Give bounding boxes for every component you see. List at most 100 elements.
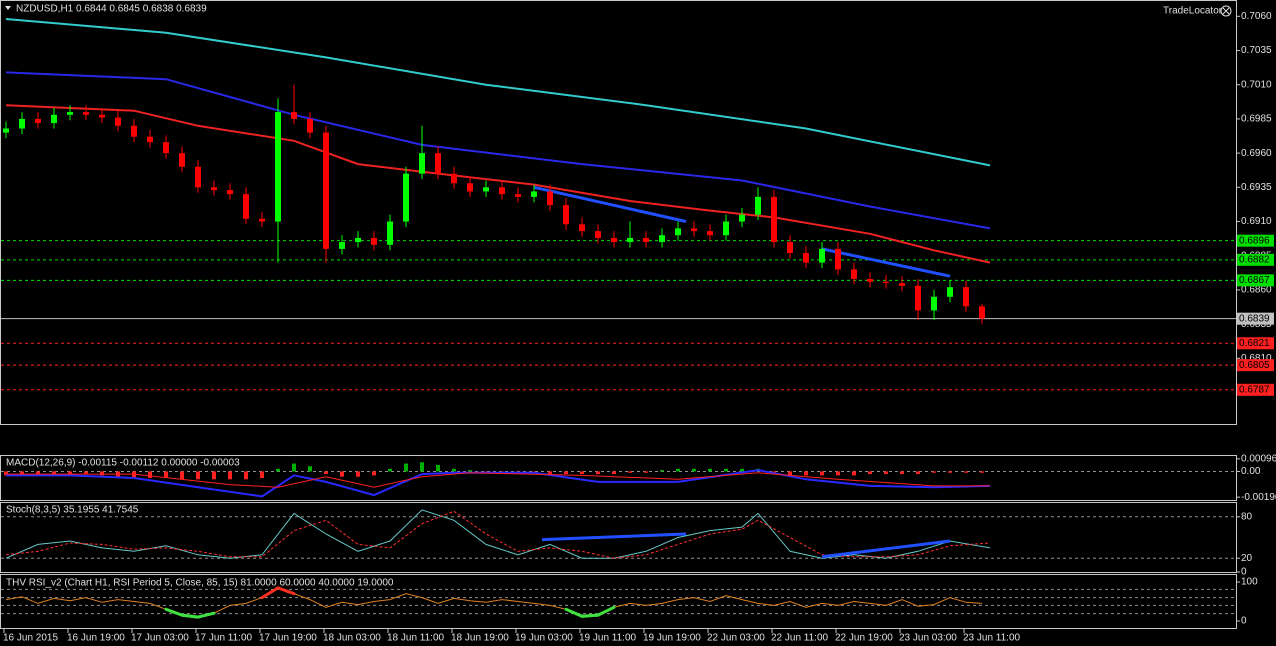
y-tick-label: 0.7060	[1241, 11, 1272, 22]
histogram-bar	[388, 468, 392, 472]
price-level-label: 0.6787	[1239, 384, 1270, 395]
y-tick-label: 100	[1241, 577, 1258, 588]
histogram-bar	[20, 471, 24, 476]
histogram-bar	[324, 471, 328, 475]
x-tick-label: 16 Jun 19:00	[67, 633, 125, 644]
x-tick-label: 17 Jun 03:00	[131, 633, 189, 644]
brand-icon[interactable]	[1220, 5, 1232, 17]
indicator-line	[6, 469, 991, 498]
candle-body	[979, 306, 985, 319]
y-tick-label: 0.7035	[1241, 45, 1272, 56]
menu-arrow[interactable]	[5, 6, 11, 10]
candle-body	[3, 128, 9, 133]
histogram-bar	[308, 466, 312, 472]
candle-body	[195, 166, 201, 188]
brand: TradeLocator	[1163, 6, 1223, 17]
histogram-bar	[852, 471, 856, 476]
histogram-bar	[980, 471, 984, 473]
y-tick-label: 0.6810	[1241, 353, 1272, 364]
price-level-box	[1237, 253, 1274, 266]
price-level-label: 0.6821	[1239, 338, 1270, 349]
candle-body	[323, 132, 329, 249]
candle-body	[227, 190, 233, 195]
y-tick-label: 0.6935	[1241, 182, 1272, 193]
price-level-box	[1237, 274, 1274, 287]
histogram-bar	[148, 471, 152, 478]
candle-body	[419, 153, 425, 174]
candle-body	[307, 118, 313, 133]
candle-body	[259, 218, 265, 222]
histogram-bar	[164, 471, 168, 478]
candle-body	[563, 205, 569, 225]
candle-body	[835, 248, 841, 270]
histogram-bar	[596, 471, 600, 475]
candle-body	[691, 228, 697, 232]
histogram-bar	[868, 471, 872, 475]
candle-body	[515, 194, 521, 197]
candle-body	[707, 231, 713, 236]
candle-body	[131, 125, 137, 137]
candle-body	[931, 296, 937, 311]
price-level-box	[1237, 234, 1274, 247]
candle-body	[435, 153, 441, 174]
candle-body	[467, 183, 473, 192]
x-tick-label: 19 Jun 03:00	[515, 633, 573, 644]
histogram-bar	[260, 471, 264, 478]
candle-body	[915, 285, 921, 311]
histogram-bar	[436, 464, 440, 472]
frame	[0, 0, 1237, 629]
indicator-line	[5, 510, 991, 559]
indicator-line	[5, 509, 991, 559]
histogram-bar	[900, 471, 904, 475]
oversold-highlight	[180, 611, 216, 619]
histogram-bar	[724, 468, 728, 472]
histogram-bar	[340, 471, 344, 477]
candle-body	[483, 187, 489, 192]
indicator-line	[6, 472, 990, 488]
candle-body	[179, 153, 185, 167]
x-tick-label: 23 Jun 11:00	[963, 633, 1021, 644]
rsi-title: THV RSI_v2 (Chart H1, RSI Period 5, Clos…	[6, 578, 394, 589]
histogram-bar	[52, 471, 56, 475]
price-level-label: 0.6882	[1239, 254, 1270, 265]
histogram-bar	[276, 468, 280, 472]
indicator-line	[821, 247, 951, 278]
histogram-bar	[180, 471, 184, 480]
brand-icon-cross	[1222, 7, 1230, 15]
histogram-bar	[964, 471, 968, 473]
candle-body	[819, 248, 825, 263]
histogram-bar	[884, 471, 888, 475]
candle-body	[387, 221, 393, 245]
histogram-bar	[548, 471, 552, 475]
candle-body	[803, 252, 809, 263]
y-tick-label: 0.6860	[1241, 285, 1272, 296]
histogram-bar	[244, 471, 248, 480]
price-level-box	[1237, 312, 1274, 325]
histogram-bar	[564, 471, 568, 475]
x-tick-label: 22 Jun 03:00	[707, 633, 765, 644]
candle-body	[275, 112, 281, 222]
price-level-box	[1237, 359, 1274, 372]
histogram-bar	[644, 471, 648, 473]
histogram-bar	[420, 462, 424, 472]
histogram-bar	[404, 463, 408, 472]
candle-body	[499, 187, 505, 195]
candle-body	[851, 269, 857, 279]
stoch-panel-frame	[0, 502, 1237, 573]
x-tick-label: 22 Jun 11:00	[771, 633, 829, 644]
histogram-bar	[196, 471, 200, 480]
y-tick-label: 0	[1241, 567, 1247, 578]
candle-body	[99, 114, 105, 118]
histogram-bar	[292, 463, 296, 472]
price-level-box	[1237, 383, 1274, 396]
histogram-bar	[692, 468, 696, 472]
y-tick-label: 0	[1241, 616, 1247, 627]
candle-body	[739, 214, 745, 222]
candle-body	[755, 196, 761, 215]
candle-body	[291, 112, 297, 119]
histogram-bar	[836, 471, 840, 476]
x-tick-label: 19 Jun 11:00	[579, 633, 637, 644]
x-tick-label: 18 Jun 11:00	[387, 633, 445, 644]
